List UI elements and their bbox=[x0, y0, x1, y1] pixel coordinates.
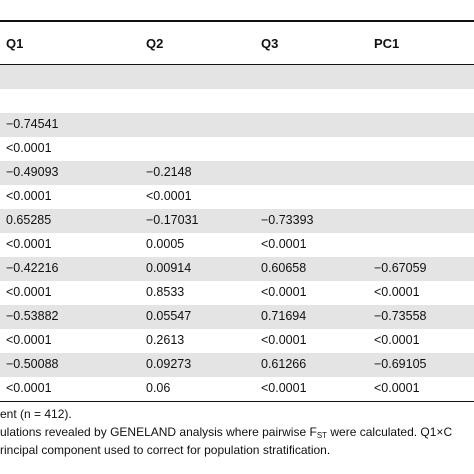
table-cell: 0.0005 bbox=[146, 237, 185, 251]
table-cell: 0.05547 bbox=[146, 309, 192, 323]
table-cell: 0.2613 bbox=[146, 333, 185, 347]
table-row bbox=[0, 65, 474, 89]
table-bottom-rule bbox=[0, 401, 474, 402]
table-row: <0.0001 <0.0001 bbox=[0, 185, 474, 209]
table-cell: <0.0001 bbox=[6, 381, 52, 395]
table-cell: −0.74541 bbox=[6, 117, 59, 131]
table-row: <0.0001 0.8533 <0.0001 <0.0001 bbox=[0, 281, 474, 305]
table-row: −0.74541 bbox=[0, 113, 474, 137]
footnote-line-2-start: ulations revealed by GENELAND analysis w… bbox=[0, 425, 317, 439]
table-cell: −0.49093 bbox=[6, 165, 59, 179]
footnote-line-3: rincipal component used to correct for p… bbox=[0, 443, 331, 457]
table-row: −0.53882 0.05547 0.71694 −0.73558 bbox=[0, 305, 474, 329]
table-cell: <0.0001 bbox=[146, 189, 192, 203]
column-header-pc1: PC1 bbox=[374, 36, 400, 51]
table-cell: 0.09273 bbox=[146, 357, 192, 371]
table-cell: <0.0001 bbox=[6, 285, 52, 299]
footnote-line-2-end: were calculated. Q1×C bbox=[327, 425, 453, 439]
table-cell: <0.0001 bbox=[261, 285, 307, 299]
table-body: −0.74541 <0.0001 −0.49093 −0.2148 <0.0001 <0.… bbox=[0, 65, 474, 401]
table-cell: 0.06 bbox=[146, 381, 171, 395]
table-row: <0.0001 bbox=[0, 137, 474, 161]
table-cell: 0.65285 bbox=[6, 213, 52, 227]
table-cell: <0.0001 bbox=[6, 189, 52, 203]
table-header-rule bbox=[0, 64, 474, 65]
table-cell: <0.0001 bbox=[374, 333, 420, 347]
table-row: −0.49093 −0.2148 bbox=[0, 161, 474, 185]
table-top-rule bbox=[0, 20, 474, 22]
table-row: <0.0001 0.0005 <0.0001 bbox=[0, 233, 474, 257]
table-row: −0.50088 0.09273 0.61266 −0.69105 bbox=[0, 353, 474, 377]
table-cell: <0.0001 bbox=[261, 333, 307, 347]
table-cell: 0.00914 bbox=[146, 261, 192, 275]
table-cell: −0.50088 bbox=[6, 357, 59, 371]
table-row: 0.65285 −0.17031 −0.73393 bbox=[0, 209, 474, 233]
table-cell: <0.0001 bbox=[261, 381, 307, 395]
table-cell: −0.42216 bbox=[6, 261, 59, 275]
table-cell: <0.0001 bbox=[6, 333, 52, 347]
table-cell: <0.0001 bbox=[374, 381, 420, 395]
column-header-q3: Q3 bbox=[261, 36, 279, 51]
footnote-line-2: ulations revealed by GENELAND analysis w… bbox=[0, 425, 452, 440]
table-row: <0.0001 0.06 <0.0001 <0.0001 bbox=[0, 377, 474, 401]
table-cell: 0.60658 bbox=[261, 261, 307, 275]
table-cell: <0.0001 bbox=[6, 141, 52, 155]
footnote-line-1: ent (n = 412). bbox=[0, 407, 72, 421]
table-cell: −0.53882 bbox=[6, 309, 59, 323]
table-cell: −0.73393 bbox=[261, 213, 314, 227]
table-cell: 0.8533 bbox=[146, 285, 185, 299]
table-row: <0.0001 0.2613 <0.0001 <0.0001 bbox=[0, 329, 474, 353]
table-cell: −0.73558 bbox=[374, 309, 427, 323]
table-cell: <0.0001 bbox=[6, 237, 52, 251]
column-header-q1: Q1 bbox=[6, 36, 24, 51]
table-row: −0.42216 0.00914 0.60658 −0.67059 bbox=[0, 257, 474, 281]
table-cell: <0.0001 bbox=[261, 237, 307, 251]
table-row bbox=[0, 89, 474, 113]
column-header-q2: Q2 bbox=[146, 36, 164, 51]
table-cell: 0.71694 bbox=[261, 309, 307, 323]
fst-subscript: ST bbox=[316, 431, 328, 440]
table-header: Q1 Q2 Q3 PC1 bbox=[0, 22, 474, 64]
table-cell: <0.0001 bbox=[374, 285, 420, 299]
table-cell: −0.69105 bbox=[374, 357, 427, 371]
table-cell: −0.67059 bbox=[374, 261, 427, 275]
table-cell: −0.2148 bbox=[146, 165, 192, 179]
table-cell: −0.17031 bbox=[146, 213, 199, 227]
table-cell: 0.61266 bbox=[261, 357, 307, 371]
